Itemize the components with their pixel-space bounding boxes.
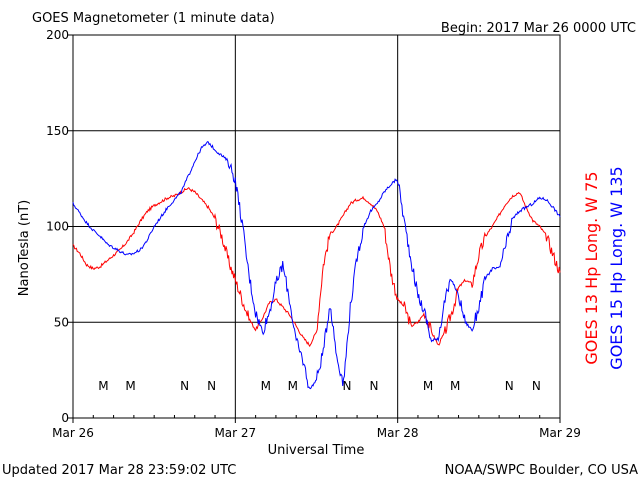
legend-goes13: GOES 13 Hp Long. W 75 — [582, 171, 601, 364]
marker-m: M — [98, 379, 108, 393]
series-line-goes13 — [72, 187, 561, 348]
begin-time: Begin: 2017 Mar 26 0000 UTC — [441, 21, 636, 36]
credit: NOAA/SWPC Boulder, CO USA — [445, 463, 638, 478]
marker-n: N — [505, 379, 514, 393]
y-tick-label: 200 — [46, 28, 69, 42]
marker-group: M N M N M NM N M N M N — [98, 379, 541, 393]
marker-m: M — [261, 379, 271, 393]
series-line-goes15 — [72, 141, 561, 390]
marker-n: N — [342, 379, 351, 393]
x-tick-label: Mar 29 — [539, 426, 581, 440]
marker-n: N — [532, 379, 541, 393]
chart-title: GOES Magnetometer (1 minute data) — [32, 11, 275, 26]
y-tick-label: 50 — [54, 315, 69, 329]
x-tick-label: Mar 27 — [214, 426, 256, 440]
x-axis-label: Universal Time — [268, 443, 365, 458]
marker-m: M — [423, 379, 433, 393]
legend-goes15: GOES 15 Hp Long. W 135 — [607, 166, 626, 369]
y-tick-label: 100 — [46, 220, 69, 234]
x-tick-label: Mar 28 — [377, 426, 419, 440]
y-axis: 0 50 100 150 200 — [46, 28, 73, 425]
y-tick-label: 150 — [46, 124, 69, 138]
y-axis-label: NanoTesla (nT) — [17, 200, 32, 296]
marker-m: M — [450, 379, 460, 393]
grid — [73, 35, 560, 418]
x-axis: Mar 26 Mar 27 Mar 28 Mar 29 — [52, 415, 581, 440]
marker-m: M — [288, 379, 298, 393]
marker-n: N — [180, 379, 189, 393]
marker-n: N — [207, 379, 216, 393]
y-tick-label: 0 — [61, 411, 69, 425]
updated-time: Updated 2017 Mar 28 23:59:02 UTC — [2, 463, 236, 478]
x-tick-label: Mar 26 — [52, 426, 94, 440]
marker-n: N — [370, 379, 379, 393]
marker-m: M — [125, 379, 135, 393]
series-group — [72, 141, 561, 390]
